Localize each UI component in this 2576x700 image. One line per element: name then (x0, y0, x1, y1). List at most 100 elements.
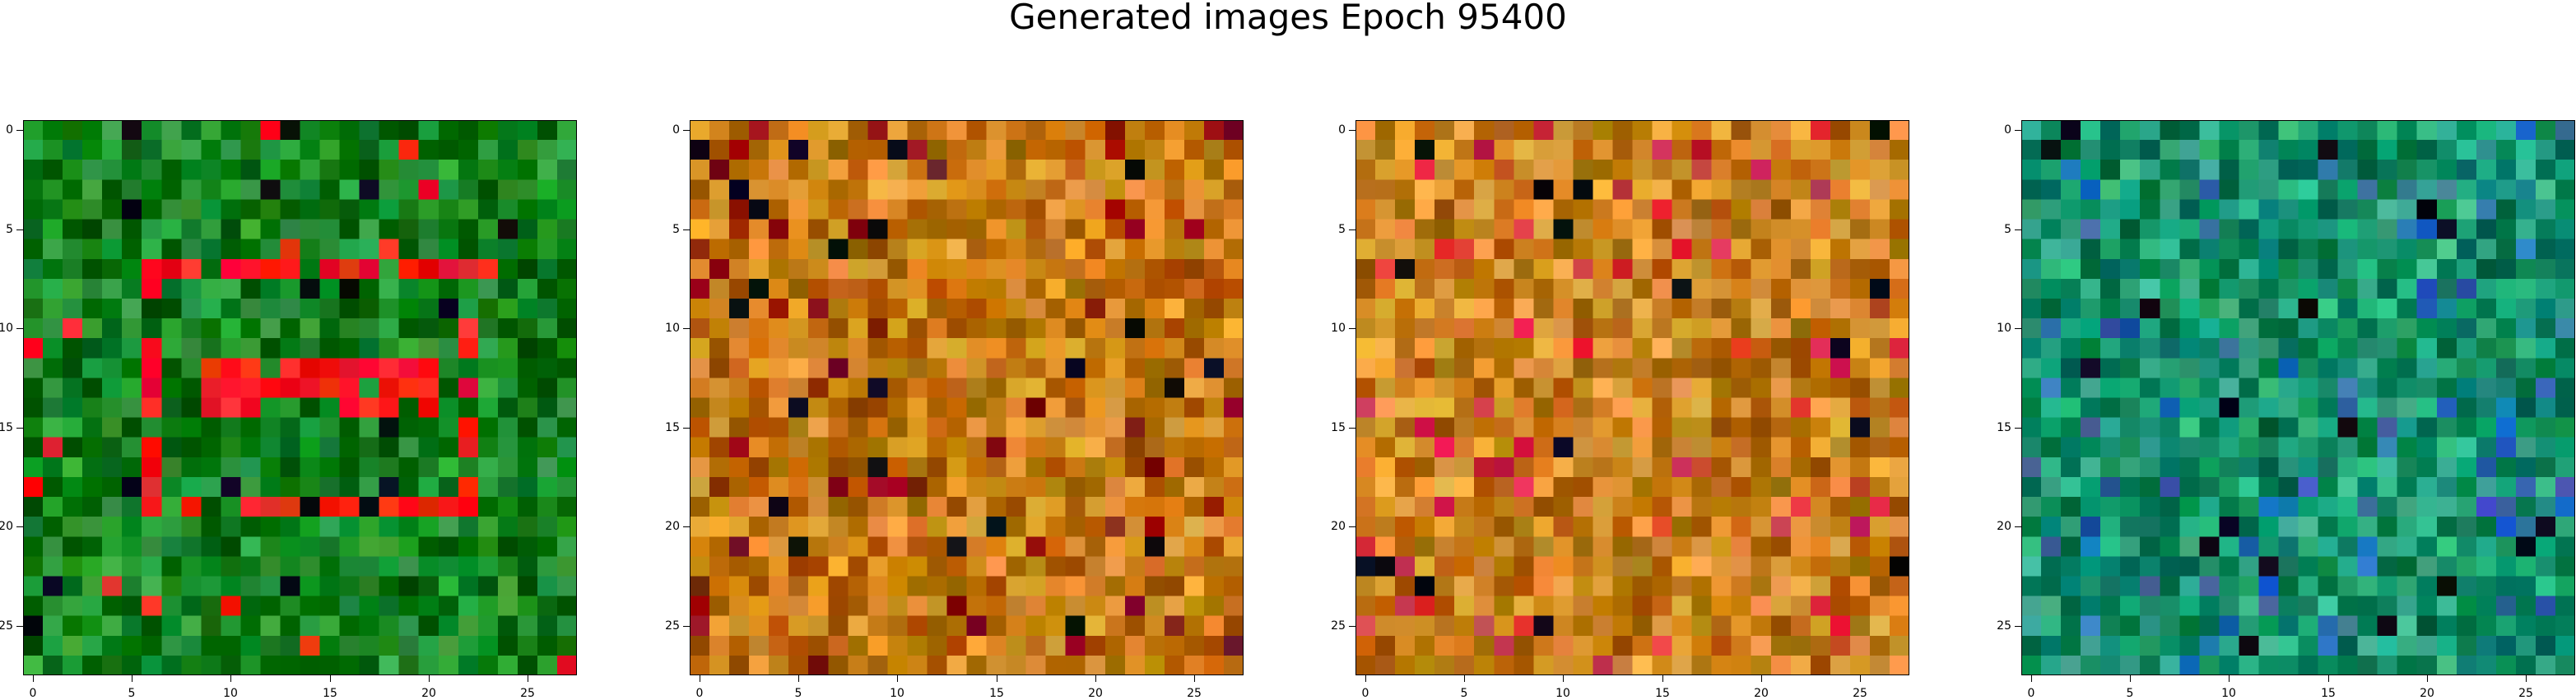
y-tick (16, 328, 23, 329)
y-tick-label: 10 (1331, 322, 1346, 335)
x-tick-label: 15 (989, 687, 1004, 700)
x-tick-label: 20 (1754, 687, 1769, 700)
x-tick-label: 0 (29, 687, 37, 700)
x-tick (33, 675, 34, 682)
y-tick-label: 15 (1997, 421, 2011, 434)
image-panel-4: 0 5 10 15 20 25 0 5 10 15 20 25 (1997, 120, 2575, 699)
y-tick-label: 15 (0, 421, 13, 434)
y-tick (683, 428, 690, 429)
x-tick (897, 675, 898, 682)
x-tick (2031, 675, 2032, 682)
x-tick-label: 15 (323, 687, 337, 700)
generated-image-1 (23, 120, 577, 675)
y-tick (2015, 526, 2021, 527)
y-tick-label: 10 (0, 322, 13, 335)
y-tick-label: 20 (0, 520, 13, 533)
y-tick-label: 10 (1997, 322, 2011, 335)
y-tick-label: 5 (672, 223, 680, 236)
y-tick-label: 25 (1997, 619, 2011, 633)
x-tick (230, 675, 231, 682)
y-tick-label: 20 (1331, 520, 1346, 533)
x-tick-label: 20 (1088, 687, 1103, 700)
x-tick (1662, 675, 1663, 682)
y-tick (16, 526, 23, 527)
y-tick (683, 130, 690, 131)
y-tick (683, 626, 690, 627)
x-tick (1761, 675, 1762, 682)
x-tick (1860, 675, 1861, 682)
y-tick (683, 526, 690, 527)
y-tick-label: 0 (1338, 123, 1346, 137)
x-tick (1194, 675, 1195, 682)
x-tick (330, 675, 331, 682)
y-tick-label: 0 (2004, 123, 2011, 137)
y-tick-label: 0 (6, 123, 13, 137)
x-tick-label: 0 (1361, 687, 1369, 700)
x-tick-label: 10 (223, 687, 238, 700)
x-tick-label: 25 (520, 687, 535, 700)
x-tick-label: 10 (1555, 687, 1570, 700)
y-tick-label: 20 (665, 520, 680, 533)
x-tick (429, 675, 430, 682)
x-tick-label: 20 (2420, 687, 2434, 700)
x-tick (1365, 675, 1366, 682)
y-tick (1349, 229, 1355, 230)
y-tick-label: 5 (1338, 223, 1346, 236)
x-tick (1563, 675, 1564, 682)
y-tick-label: 15 (1331, 421, 1346, 434)
x-tick (2526, 675, 2527, 682)
y-tick (1349, 626, 1355, 627)
y-tick-label: 0 (672, 123, 680, 137)
y-tick (1349, 130, 1355, 131)
y-tick-label: 5 (6, 223, 13, 236)
x-tick-label: 25 (1853, 687, 1867, 700)
y-tick (1349, 328, 1355, 329)
x-tick-label: 20 (421, 687, 436, 700)
x-tick-label: 15 (2321, 687, 2336, 700)
x-tick-label: 0 (2027, 687, 2035, 700)
y-tick (1349, 428, 1355, 429)
y-tick (2015, 428, 2021, 429)
x-tick-label: 25 (2518, 687, 2533, 700)
y-tick-label: 25 (1331, 619, 1346, 633)
image-panel-2: 0 5 10 15 20 25 0 5 10 15 20 25 (665, 120, 1244, 699)
y-tick (683, 229, 690, 230)
x-tick-label: 5 (2126, 687, 2134, 700)
figure-title: Generated images Epoch 95400 (1009, 0, 1567, 37)
x-tick-label: 25 (1187, 687, 1202, 700)
x-tick (1095, 675, 1096, 682)
y-tick-label: 10 (665, 322, 680, 335)
y-tick-label: 5 (2004, 223, 2011, 236)
y-tick-label: 15 (665, 421, 680, 434)
y-tick (683, 328, 690, 329)
generated-image-4 (2021, 120, 2575, 675)
x-tick-label: 5 (794, 687, 802, 700)
y-tick-label: 25 (665, 619, 680, 633)
x-tick-label: 5 (1460, 687, 1468, 700)
x-tick-label: 10 (2221, 687, 2236, 700)
y-tick-label: 25 (0, 619, 13, 633)
x-tick-label: 5 (128, 687, 136, 700)
x-tick-label: 15 (1655, 687, 1670, 700)
x-tick (132, 675, 133, 682)
y-tick (16, 229, 23, 230)
image-panel-3: 0 5 10 15 20 25 0 5 10 15 20 25 (1331, 120, 1909, 699)
x-tick-label: 10 (890, 687, 904, 700)
x-tick-label: 0 (695, 687, 704, 700)
x-tick (1464, 675, 1465, 682)
y-tick (2015, 229, 2021, 230)
y-tick-label: 20 (1997, 520, 2011, 533)
image-panel-1: 0 5 10 15 20 25 0 5 10 15 20 25 (0, 120, 577, 699)
y-tick (2015, 130, 2021, 131)
x-tick (2328, 675, 2329, 682)
y-tick (2015, 626, 2021, 627)
x-tick (2427, 675, 2428, 682)
y-tick (1349, 526, 1355, 527)
x-tick (2229, 675, 2230, 682)
generated-image-3 (1355, 120, 1909, 675)
x-tick (798, 675, 799, 682)
x-tick (2130, 675, 2131, 682)
generated-image-2 (690, 120, 1244, 675)
y-tick (2015, 328, 2021, 329)
y-tick (16, 130, 23, 131)
